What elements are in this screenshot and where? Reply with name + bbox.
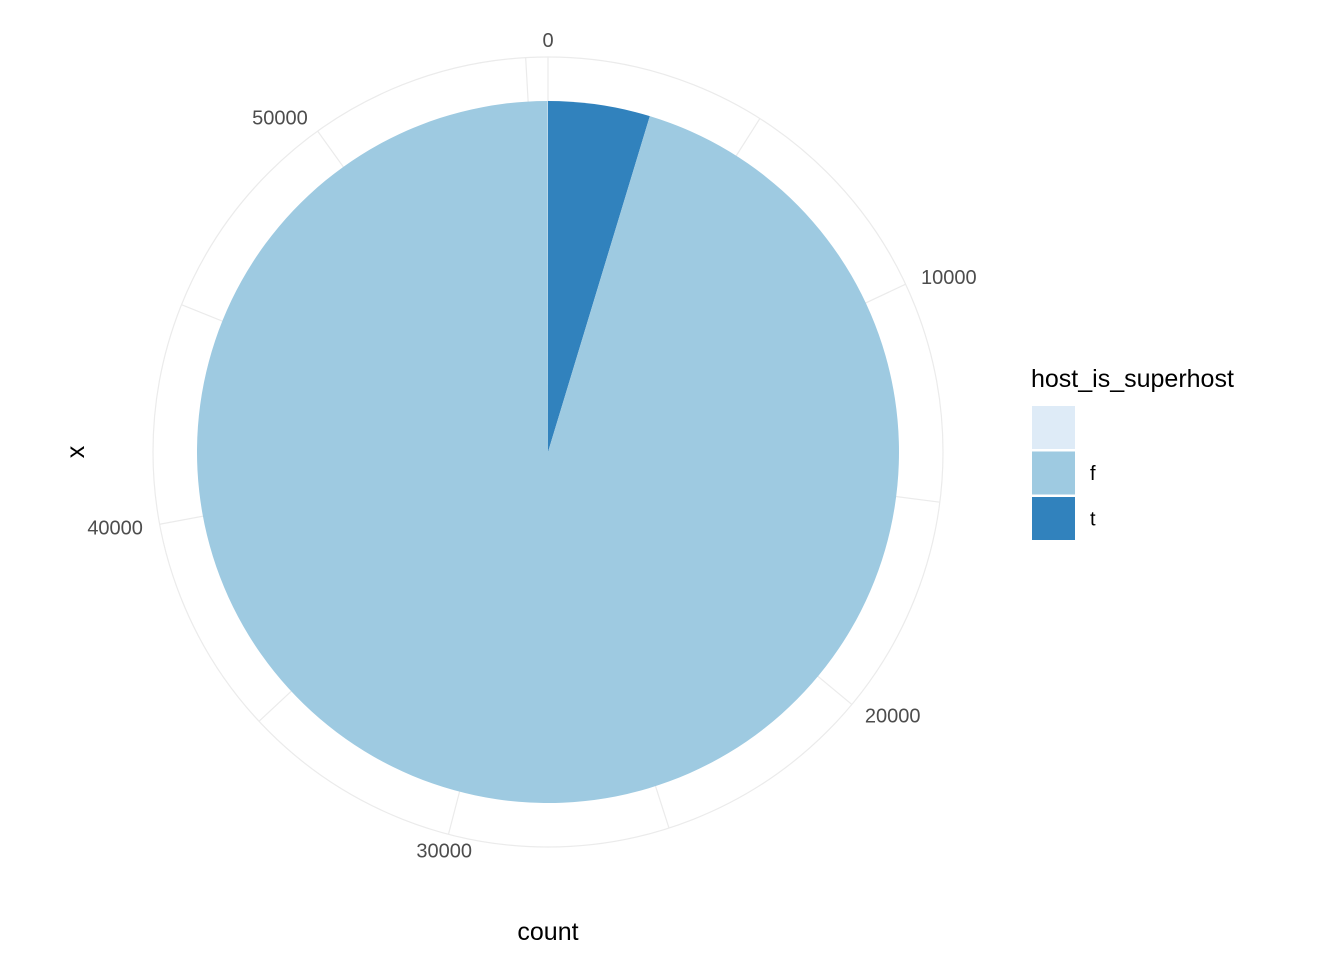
y-axis-title: x <box>62 445 90 458</box>
theta-tick-label: 30000 <box>416 841 472 863</box>
x-axis-title: count <box>517 918 578 946</box>
theta-tick-label: 40000 <box>87 517 143 539</box>
legend-key-t <box>1032 497 1075 540</box>
pie-slice-t <box>548 101 650 452</box>
pie-slices <box>196 101 899 803</box>
legend-key-f <box>1032 451 1075 495</box>
legend-label-t: t <box>1090 509 1096 531</box>
legend-label-f: f <box>1090 463 1096 485</box>
pie-slice-f <box>196 101 899 803</box>
theta-tick-label: 0 <box>542 30 553 52</box>
theta-tick-label: 10000 <box>921 267 977 289</box>
legend: host_is_superhost f t <box>1031 365 1234 540</box>
theta-tick-labels: 0 10000 20000 30000 40000 50000 <box>87 30 976 863</box>
legend-key-na <box>1032 406 1075 449</box>
theta-tick-label: 20000 <box>865 705 921 727</box>
legend-title: host_is_superhost <box>1031 365 1234 393</box>
theta-tick-label: 50000 <box>252 107 308 129</box>
